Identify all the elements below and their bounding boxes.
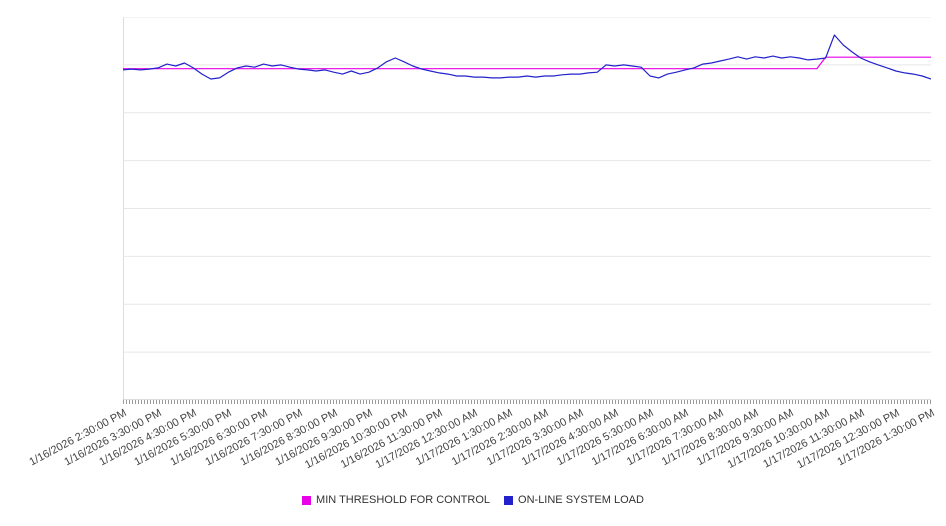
legend-swatch-magenta-icon bbox=[302, 495, 312, 505]
legend-swatch-blue-icon bbox=[504, 495, 514, 505]
legend-item-min-threshold[interactable]: MIN THRESHOLD FOR CONTROL bbox=[302, 494, 490, 506]
legend-label-system-load: ON-LINE SYSTEM LOAD bbox=[518, 494, 644, 506]
plot-area bbox=[123, 17, 931, 400]
legend: MIN THRESHOLD FOR CONTROL ON-LINE SYSTEM… bbox=[0, 494, 946, 506]
legend-item-system-load[interactable]: ON-LINE SYSTEM LOAD bbox=[504, 494, 644, 506]
plot-svg bbox=[123, 17, 931, 400]
legend-label-min-threshold: MIN THRESHOLD FOR CONTROL bbox=[316, 494, 491, 506]
x-axis-minor-ticks bbox=[123, 400, 932, 404]
x-axis-labels: 1/16/2026 2:30:00 PM 1/16/2026 3:30:00 PM… bbox=[0, 407, 946, 492]
